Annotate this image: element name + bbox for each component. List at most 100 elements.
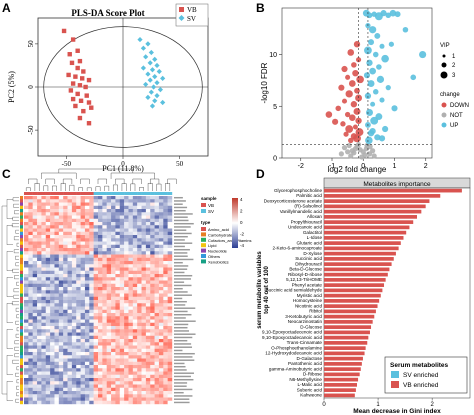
heatmap-cell xyxy=(167,306,173,310)
heatmap-cell xyxy=(158,274,164,278)
heatmap-cell xyxy=(84,241,90,245)
heatmap-type-strip-cell xyxy=(20,326,23,330)
heatmap-cell xyxy=(106,394,112,398)
heatmap-cell xyxy=(45,222,51,226)
heatmap-cell xyxy=(137,319,142,323)
heatmap-cell xyxy=(80,248,86,252)
heatmap-cell xyxy=(128,303,134,307)
heatmap-cell xyxy=(167,218,173,223)
heatmap-cell xyxy=(150,293,155,297)
heatmap-cell xyxy=(37,326,42,330)
heatmap-cell xyxy=(28,264,33,268)
heatmap-sample-strip-cell xyxy=(167,192,173,195)
heatmap-sample-strip-cell xyxy=(93,192,99,195)
heatmap-cell xyxy=(63,326,68,330)
heatmap-cell xyxy=(45,306,51,310)
heatmap-cell xyxy=(132,303,138,307)
heatmap-cell xyxy=(124,335,129,340)
pls-da-point-sv xyxy=(145,94,151,100)
heatmap-cell xyxy=(145,391,151,395)
heatmap-cell xyxy=(76,394,81,398)
heatmap-cell xyxy=(132,391,138,395)
pls-da-point-sv xyxy=(148,49,154,56)
heatmap-cell xyxy=(111,296,116,301)
heatmap-cell xyxy=(141,313,147,317)
heatmap-cell xyxy=(98,319,103,323)
heatmap-cell xyxy=(98,326,103,330)
heatmap-cell xyxy=(128,218,134,223)
heatmap-cell xyxy=(54,212,60,216)
heatmap-cell xyxy=(84,287,90,291)
dendro-top-branch xyxy=(34,183,40,191)
importance-bar xyxy=(324,388,356,392)
importance-legend-sv-swatch xyxy=(391,371,399,378)
heatmap-cell xyxy=(54,228,60,232)
heatmap-cell xyxy=(128,374,134,379)
heatmap-cell xyxy=(145,394,151,398)
heatmap-cell xyxy=(28,394,33,398)
heatmap-cell xyxy=(63,345,68,349)
heatmap-cell xyxy=(154,248,160,252)
heatmap-cell xyxy=(150,378,155,382)
heatmap-cell xyxy=(124,202,129,206)
heatmap-cell xyxy=(54,394,60,398)
heatmap-cell xyxy=(163,199,168,203)
heatmap-cell xyxy=(67,316,73,320)
importance-legend-sv: SV enriched xyxy=(403,372,439,379)
heatmap-cell xyxy=(163,384,168,388)
heatmap-cell xyxy=(50,209,55,213)
heatmap-cell xyxy=(58,209,64,213)
heatmap-cell xyxy=(119,309,125,314)
heatmap-cell xyxy=(128,300,134,304)
heatmap-cell xyxy=(28,241,33,245)
heatmap-cell xyxy=(89,391,94,395)
volcano-ytick-label: 5 xyxy=(273,104,277,111)
heatmap-cell xyxy=(167,296,173,301)
heatmap-cell xyxy=(111,345,116,349)
heatmap-cell xyxy=(93,296,99,301)
heatmap-cell xyxy=(145,244,151,249)
heatmap-cell xyxy=(45,287,51,291)
heatmap-cell xyxy=(132,267,138,271)
pls-da-point-sv xyxy=(154,93,160,99)
heatmap-cell xyxy=(93,244,99,249)
heatmap-cell xyxy=(71,218,77,223)
heatmap-cell xyxy=(158,264,164,268)
heatmap-cell xyxy=(24,316,29,320)
heatmap-cell xyxy=(32,400,38,405)
heatmap-cell xyxy=(24,339,29,343)
heatmap-cell xyxy=(67,251,73,255)
heatmap-cell xyxy=(58,313,64,317)
heatmap-cell xyxy=(32,257,38,262)
heatmap-cell xyxy=(63,231,68,236)
heatmap-cell xyxy=(80,287,86,291)
heatmap-cell xyxy=(67,332,73,336)
heatmap-row-label-mark xyxy=(174,206,188,209)
heatmap-cell xyxy=(119,264,125,268)
heatmap-sample-strip-cell xyxy=(32,192,38,195)
heatmap-cell xyxy=(128,313,134,317)
heatmap-cell xyxy=(76,241,81,245)
heatmap-cell xyxy=(32,209,38,213)
heatmap-cell xyxy=(154,209,160,213)
volcano-xtick-label: 0 xyxy=(361,163,365,170)
heatmap-cell xyxy=(41,231,46,236)
heatmap-cell xyxy=(84,202,90,206)
heatmap-cell xyxy=(124,251,129,255)
heatmap-cell xyxy=(137,222,142,226)
heatmap-cell xyxy=(137,215,142,219)
heatmap-cell xyxy=(132,335,138,340)
heatmap-cell xyxy=(84,400,90,405)
heatmap-cell xyxy=(158,215,164,219)
heatmap-cell xyxy=(28,384,33,388)
heatmap-cell xyxy=(32,196,38,200)
heatmap-cell xyxy=(58,339,64,343)
heatmap-cell xyxy=(128,319,134,323)
heatmap-cell xyxy=(80,309,86,314)
heatmap-cell xyxy=(58,199,64,203)
heatmap-cell xyxy=(71,241,77,245)
heatmap-row-label-mark xyxy=(174,287,183,290)
heatmap-cell xyxy=(102,199,107,203)
heatmap-cell xyxy=(50,303,55,307)
heatmap-cell xyxy=(102,387,107,392)
